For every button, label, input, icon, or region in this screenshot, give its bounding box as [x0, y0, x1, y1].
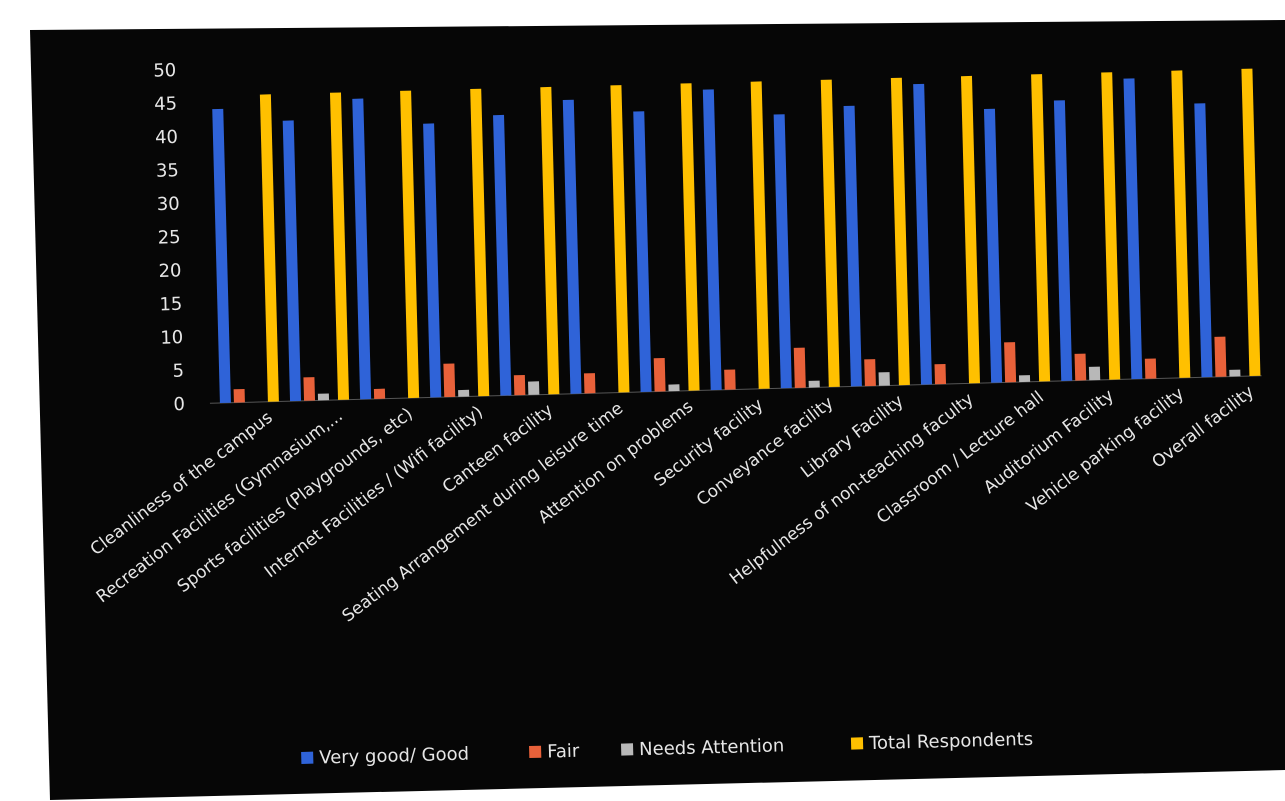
bar-total-respondents [400, 90, 420, 399]
y-tick-label: 30 [157, 194, 180, 216]
y-tick-label: 50 [153, 60, 176, 82]
bar-very-good [913, 83, 933, 385]
y-tick-label: 0 [173, 394, 185, 415]
bar-fair [1214, 336, 1227, 377]
bar-total-respondents [610, 85, 630, 393]
legend-label: Total Respondents [868, 729, 1034, 754]
legend-label: Needs Attention [639, 735, 785, 760]
bar-fair [934, 363, 947, 385]
bar-group [773, 79, 840, 389]
bar-very-good [212, 108, 231, 403]
bar-very-good [562, 99, 582, 394]
bar-group [352, 90, 420, 400]
bar-group [212, 94, 279, 403]
bar-very-good [352, 98, 372, 400]
legend-item-very-good: Very good/ Good [301, 744, 469, 769]
bar-needs-attention [528, 381, 540, 395]
bar-fair [864, 359, 876, 387]
legend-item-total-respondents: Total Respondents [850, 729, 1034, 754]
bar-fair [724, 369, 736, 390]
bar-very-good [493, 114, 512, 396]
bar-group [282, 92, 350, 402]
bar-fair [373, 388, 386, 399]
bar-group [633, 83, 700, 392]
bar-total-respondents [1241, 68, 1261, 377]
bar-group [493, 86, 560, 396]
bar-group [423, 88, 490, 398]
legend-swatch [620, 743, 634, 756]
bar-total-respondents [750, 81, 770, 389]
bar-needs-attention [668, 384, 680, 392]
bar-group [1123, 70, 1191, 380]
bar-very-good [1053, 100, 1073, 381]
bar-group [562, 85, 630, 394]
bar-total-respondents [540, 86, 560, 395]
bar-total-respondents [890, 77, 910, 386]
bar-group [843, 77, 910, 387]
y-tick-label: 5 [172, 361, 184, 382]
legend-label: Fair [547, 741, 580, 763]
bar-needs-attention [1018, 375, 1031, 383]
bar-fair [1004, 342, 1017, 383]
bar-fair [1144, 358, 1157, 379]
legend-swatch [301, 751, 314, 764]
bars [212, 68, 1261, 403]
bar-very-good [702, 89, 722, 391]
bar-fair [233, 388, 245, 403]
bar-total-respondents [1171, 70, 1191, 378]
bar-very-good [282, 120, 302, 402]
bar-total-respondents [470, 88, 490, 397]
bar-group [702, 81, 770, 391]
bar-group [983, 74, 1051, 383]
y-tick-label: 40 [155, 127, 178, 149]
bar-very-good [633, 111, 652, 392]
bar-total-respondents [259, 94, 279, 402]
bar-total-respondents [960, 75, 981, 384]
bar-fair [653, 357, 666, 392]
bar-total-respondents [820, 79, 840, 388]
y-tick-label: 25 [157, 227, 180, 249]
x-axis-line [209, 375, 1262, 404]
y-tick-label: 35 [156, 160, 179, 182]
legend-item-needs-attention: Needs Attention [620, 735, 785, 760]
bar-needs-attention [1088, 366, 1101, 381]
bar-total-respondents [329, 92, 350, 400]
legend-swatch [850, 737, 864, 750]
bar-needs-attention [458, 389, 470, 397]
bar-needs-attention [317, 393, 330, 401]
y-tick-label: 10 [160, 327, 183, 349]
bar-fair [583, 373, 596, 394]
bar-fair [793, 347, 806, 388]
bar-total-respondents [1101, 72, 1121, 380]
bar-very-good [1123, 78, 1143, 380]
legend-swatch [529, 745, 542, 759]
bar-needs-attention [808, 380, 820, 388]
bar-needs-attention [878, 372, 890, 386]
bar-fair [303, 377, 316, 401]
legend-item-fair: Fair [529, 741, 580, 763]
bar-fair [443, 363, 456, 398]
bar-total-respondents [680, 83, 700, 391]
bar-very-good [773, 114, 792, 389]
y-tick-label: 45 [154, 93, 177, 115]
legend-label: Very good/ Good [319, 744, 469, 769]
bar-fair [513, 374, 526, 396]
bar-group [1053, 72, 1121, 381]
bar-very-good [843, 105, 862, 387]
bar-needs-attention [1229, 369, 1241, 377]
y-tick-label: 20 [158, 260, 181, 282]
bar-total-respondents [1031, 74, 1051, 382]
legend: Very good/ Good Fair Needs Attention Total … [301, 729, 1033, 769]
bar-group [913, 75, 981, 385]
bar-fair [1074, 353, 1087, 381]
bar-very-good [1194, 103, 1213, 378]
y-tick-label: 15 [159, 294, 182, 316]
bar-very-good [423, 123, 442, 398]
bar-group [1194, 68, 1261, 378]
bar-very-good [983, 108, 1003, 383]
y-axis: 0 5 10 15 20 25 30 35 40 45 50 [153, 60, 185, 415]
